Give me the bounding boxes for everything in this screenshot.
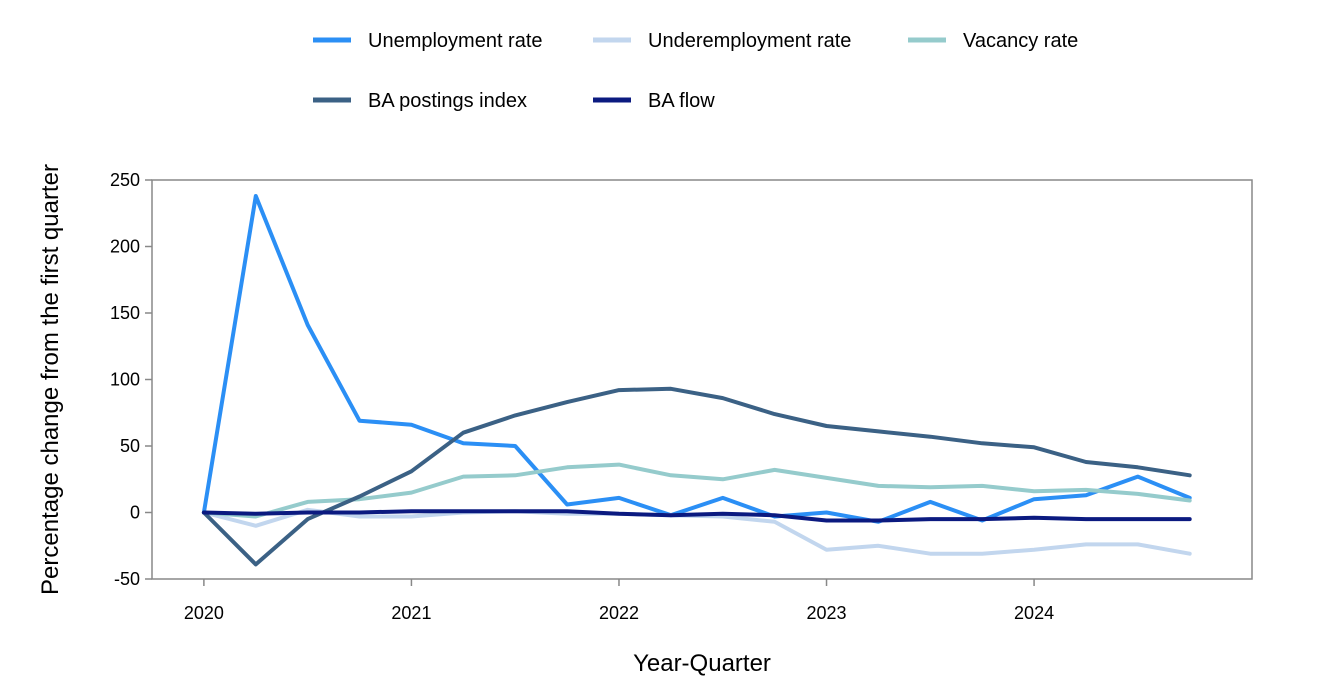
- series-line-unemployment-rate: [201, 194, 1192, 524]
- legend-label: Underemployment rate: [648, 30, 851, 52]
- y-tick-label: 50: [120, 436, 140, 456]
- y-tick-label: 250: [110, 170, 140, 190]
- legend-label: Unemployment rate: [368, 30, 543, 52]
- series-line-ba-postings-index: [201, 386, 1192, 567]
- legend-item: Underemployment rate: [593, 30, 851, 52]
- x-tick-label: 2021: [391, 603, 431, 623]
- y-axis: -50 0 50 100 150 200 250: [110, 170, 152, 589]
- series-line-ba-flow: [201, 509, 1192, 523]
- x-tick-label: 2024: [1014, 603, 1054, 623]
- y-axis-title: Percentage change from the first quarter: [37, 164, 64, 595]
- x-axis: 2020 2021 2022 2023 2024: [184, 579, 1054, 623]
- legend-item: Unemployment rate: [313, 30, 543, 52]
- x-tick-label: 2020: [184, 603, 224, 623]
- y-tick-label: -50: [114, 569, 140, 589]
- x-tick-label: 2022: [599, 603, 639, 623]
- y-tick-label: 150: [110, 303, 140, 323]
- y-tick-label: 100: [110, 370, 140, 390]
- legend-item: Vacancy rate: [908, 30, 1078, 52]
- series-lines: [201, 194, 1192, 567]
- legend-label: BA postings index: [368, 90, 527, 112]
- legend-item: BA flow: [593, 90, 715, 112]
- x-tick-label: 2023: [807, 603, 847, 623]
- legend-item: BA postings index: [313, 90, 527, 112]
- legend-label: BA flow: [648, 90, 715, 112]
- series-line-vacancy-rate: [201, 462, 1192, 519]
- x-axis-title: Year-Quarter: [633, 650, 771, 677]
- legend: Unemployment rate Underemployment rate Vac…: [313, 30, 1078, 112]
- y-tick-label: 0: [130, 503, 140, 523]
- legend-label: Vacancy rate: [963, 30, 1078, 52]
- y-tick-label: 200: [110, 237, 140, 257]
